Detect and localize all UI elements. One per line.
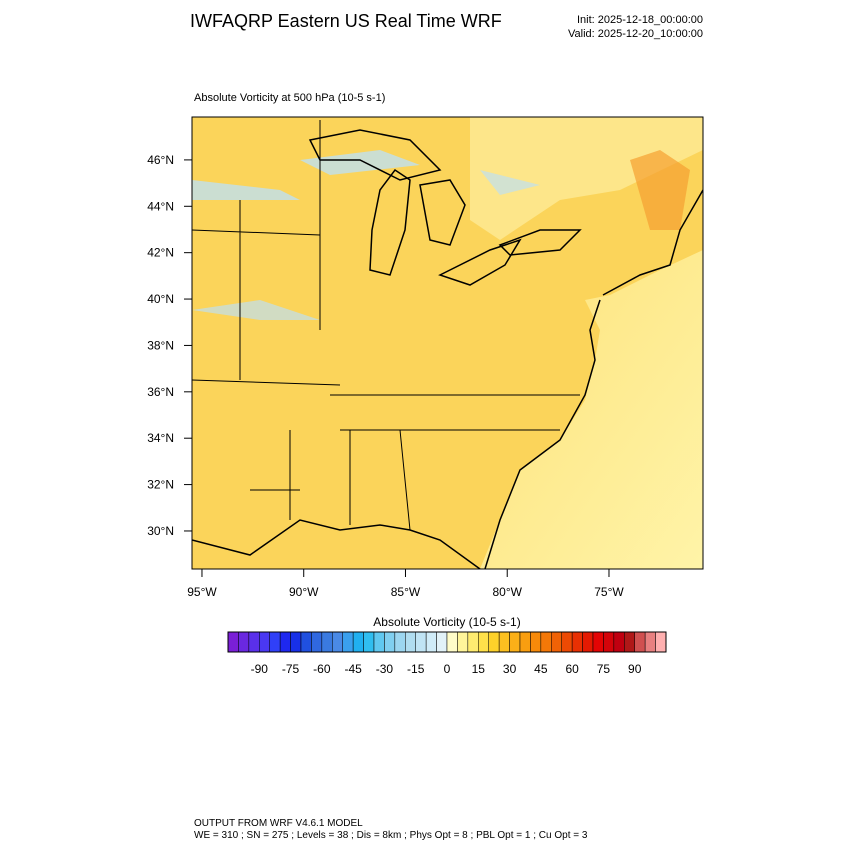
colorbar-tick-label: 30 (503, 662, 517, 676)
colorbar-swatch (613, 631, 625, 653)
colorbar-swatch (405, 631, 416, 653)
init-time: Init: 2025-12-18_00:00:00 (577, 14, 703, 26)
lat-label: 44°N (147, 199, 174, 213)
lon-label: 75°W (594, 585, 624, 599)
colorbar-swatch (530, 631, 542, 653)
colorbar-swatch (561, 631, 573, 653)
colorbar-swatch (415, 631, 427, 653)
colorbar-swatch (332, 631, 343, 653)
colorbar-swatch (269, 631, 281, 653)
colorbar-swatch (509, 631, 521, 653)
colorbar-swatch (498, 631, 510, 653)
colorbar-tick-label: -75 (282, 662, 300, 676)
colorbar-tick-label: -15 (407, 662, 425, 676)
colorbar-swatch (571, 631, 583, 653)
colorbar-swatch (238, 631, 250, 653)
lat-label: 46°N (147, 153, 174, 167)
colorbar-swatch (519, 631, 531, 653)
lon-label: 80°W (492, 585, 522, 599)
colorbar-swatch (467, 631, 479, 653)
lat-label: 34°N (147, 431, 174, 445)
lat-label: 38°N (147, 338, 174, 352)
colorbar-swatch (488, 631, 500, 653)
colorbar-swatch (300, 631, 312, 653)
colorbar-tick-label: 0 (444, 662, 451, 676)
colorbar-swatch (551, 631, 562, 653)
lon-label: 95°W (187, 585, 217, 599)
colorbar-swatch (634, 631, 646, 653)
colorbar-tick-label: 60 (565, 662, 579, 676)
lat-label: 32°N (147, 478, 174, 492)
colorbar-swatch (311, 631, 323, 653)
footer-line: WE = 310 ; SN = 275 ; Levels = 38 ; Dis … (194, 830, 588, 841)
colorbar-swatch (290, 631, 302, 653)
colorbar-tick-label: -90 (251, 662, 269, 676)
colorbar-swatch (425, 631, 437, 653)
colorbar-swatch (279, 631, 291, 653)
colorbar-swatch (540, 631, 552, 653)
colorbar-swatch (227, 631, 239, 653)
map-field (192, 117, 703, 569)
colorbar-swatch (624, 631, 635, 653)
lat-label: 36°N (147, 385, 174, 399)
colorbar-swatch (248, 631, 260, 653)
colorbar-swatch (457, 631, 469, 653)
lat-label: 30°N (147, 524, 174, 538)
colorbar-swatch (363, 631, 375, 653)
colorbar-swatch (373, 631, 385, 653)
lat-label: 40°N (147, 292, 174, 306)
lon-label: 90°W (289, 585, 319, 599)
colorbar-swatch (592, 631, 604, 653)
colorbar-swatch (384, 631, 396, 653)
colorbar-tick-label: 90 (628, 662, 642, 676)
colorbar-tick-label: 75 (597, 662, 611, 676)
colorbar-swatch (352, 631, 364, 653)
colorbar-tick-label: -60 (313, 662, 331, 676)
colorbar-frame (227, 631, 667, 653)
footer-line: OUTPUT FROM WRF V4.6.1 MODEL (194, 818, 363, 829)
colorbar-tick-label: 15 (472, 662, 486, 676)
colorbar-swatch (446, 631, 458, 653)
map-frame (191, 116, 704, 570)
colorbar-title: Absolute Vorticity (10-5 s-1) (373, 615, 520, 629)
colorbar-swatch (342, 631, 354, 653)
lon-label: 85°W (391, 585, 421, 599)
colorbar-swatch (478, 631, 489, 653)
colorbar-tick-label: 45 (534, 662, 548, 676)
colorbar-swatch (655, 631, 667, 653)
lat-label: 42°N (147, 246, 174, 260)
colorbar-swatch (394, 631, 406, 653)
colorbar-swatch (603, 631, 615, 653)
colorbar-swatch (582, 631, 594, 653)
colorbar-swatch (259, 631, 270, 653)
colorbar-swatch (644, 631, 656, 653)
subtitle: Absolute Vorticity at 500 hPa (10-5 s-1) (194, 92, 385, 104)
colorbar-tick-label: -30 (376, 662, 394, 676)
colorbar-swatch (321, 631, 333, 653)
colorbar-tick-label: -45 (344, 662, 362, 676)
valid-time: Valid: 2025-12-20_10:00:00 (568, 28, 703, 40)
colorbar-swatch (436, 631, 448, 653)
title: IWFAQRP Eastern US Real Time WRF (190, 11, 502, 31)
